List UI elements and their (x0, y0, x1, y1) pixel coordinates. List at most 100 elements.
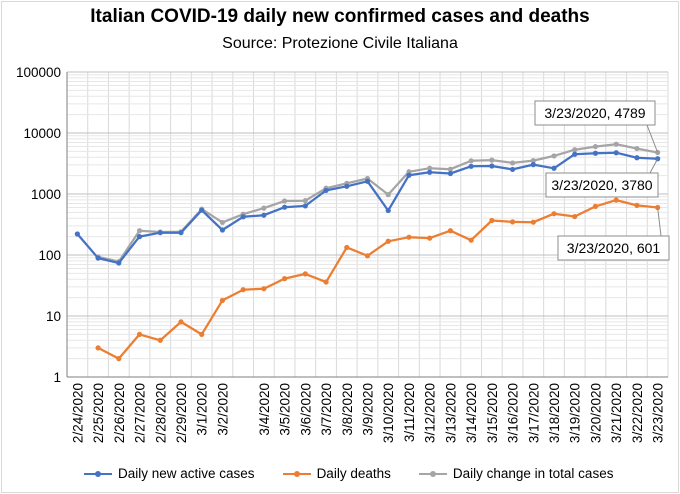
data-point-daily-deaths (116, 356, 122, 362)
x-tick-label: 3/16/2020 (506, 383, 521, 443)
x-tick-label: 3/21/2020 (609, 383, 624, 443)
legend-swatch (84, 469, 112, 479)
x-tick-label: 3/10/2020 (381, 383, 396, 443)
data-point-daily-new-active-cases (240, 214, 246, 220)
x-tick-label: 3/7/2020 (319, 383, 334, 436)
chart-subtitle: Source: Protezione Civile Italiana (222, 35, 458, 52)
data-point-daily-change-in-total-cases (592, 143, 599, 150)
chart-legend: Daily new active cases Daily deaths Daily … (84, 466, 613, 481)
data-point-daily-new-active-cases (489, 163, 495, 169)
callout-leader (657, 207, 662, 237)
data-point-daily-change-in-total-cases (530, 158, 536, 164)
legend-label: Daily change in total cases (452, 466, 614, 481)
legend-swatch (418, 469, 447, 479)
callout-label: 3/23/2020, 4789 (544, 105, 645, 121)
x-tick-label: 3/5/2020 (278, 383, 293, 436)
data-point-daily-change-in-total-cases (385, 192, 391, 198)
data-point-daily-new-active-cases (530, 162, 536, 168)
data-point-daily-deaths (572, 213, 578, 220)
data-point-daily-change-in-total-cases (261, 205, 267, 211)
x-tick-label: 2/26/2020 (112, 383, 127, 443)
x-tick-label: 3/12/2020 (423, 383, 438, 443)
data-point-daily-change-in-total-cases (447, 166, 453, 172)
x-tick-label: 3/23/2020 (651, 383, 666, 443)
legend-item-daily-change-in-total-cases: Daily change in total cases (418, 466, 614, 481)
x-tick-label: 3/22/2020 (630, 383, 645, 443)
x-tick-label: 3/2/2020 (215, 383, 230, 436)
data-point-daily-new-active-cases (74, 231, 80, 237)
data-point-daily-new-active-cases (199, 207, 205, 213)
y-tick-label: 1000 (31, 187, 61, 202)
y-tick-label: 100 (38, 248, 61, 263)
data-point-daily-new-active-cases (406, 172, 412, 178)
legend-label: Daily new active cases (118, 466, 255, 481)
x-tick-label: 3/17/2020 (526, 383, 541, 443)
data-point-daily-change-in-total-cases (509, 160, 516, 166)
data-point-daily-deaths (613, 197, 619, 203)
legend-item-daily-new-active-cases: Daily new active cases (84, 466, 255, 481)
data-point-daily-deaths (551, 211, 557, 217)
data-point-daily-new-active-cases (509, 166, 516, 173)
data-point-daily-deaths (199, 331, 205, 337)
data-point-daily-new-active-cases (468, 163, 474, 169)
data-point-daily-change-in-total-cases (613, 141, 619, 147)
x-tick-label: 2/24/2020 (70, 383, 85, 443)
x-tick-label: 3/1/2020 (195, 383, 210, 436)
data-point-daily-deaths (261, 286, 267, 292)
data-point-daily-deaths (509, 219, 516, 225)
data-point-daily-new-active-cases (572, 151, 578, 157)
x-tick-label: 2/29/2020 (174, 383, 189, 443)
data-point-daily-deaths (530, 219, 536, 225)
data-point-daily-deaths (302, 271, 308, 277)
x-tick-label: 2/28/2020 (153, 383, 168, 443)
callout-box (557, 235, 670, 261)
data-point-daily-deaths (655, 204, 661, 211)
data-point-daily-new-active-cases (157, 230, 163, 236)
data-point-daily-new-active-cases (95, 255, 101, 261)
data-point-daily-deaths (385, 238, 391, 244)
data-point-daily-new-active-cases (551, 165, 557, 171)
data-point-daily-new-active-cases (447, 170, 453, 177)
data-point-daily-new-active-cases (261, 212, 267, 218)
x-tick-label: 3/14/2020 (464, 383, 479, 443)
x-tick-label: 3/19/2020 (568, 383, 583, 443)
data-point-daily-change-in-total-cases (219, 219, 226, 226)
data-point-daily-new-active-cases (634, 155, 640, 161)
chart-title: Italian COVID-19 daily new confirmed cas… (90, 6, 590, 27)
data-point-daily-deaths (406, 234, 412, 240)
data-point-daily-new-active-cases (282, 204, 288, 210)
data-point-daily-deaths (323, 279, 329, 285)
x-tick-label: 3/4/2020 (257, 383, 272, 436)
data-point-daily-deaths (427, 235, 433, 241)
data-point-daily-new-active-cases (323, 187, 329, 194)
data-point-daily-change-in-total-cases (551, 153, 557, 159)
x-tick-label: 3/18/2020 (547, 383, 562, 443)
data-point-daily-new-active-cases (219, 227, 226, 233)
data-point-daily-new-active-cases (302, 203, 308, 209)
legend-item-daily-deaths: Daily deaths (282, 466, 391, 481)
x-tick-label: 3/11/2020 (402, 383, 417, 442)
x-tick-label: 3/20/2020 (588, 383, 603, 443)
data-point-daily-new-active-cases (655, 156, 661, 162)
data-point-daily-new-active-cases (136, 234, 143, 240)
x-tick-label: 3/6/2020 (298, 383, 313, 436)
series-line-daily-deaths (97, 198, 658, 360)
data-point-daily-deaths (157, 337, 163, 343)
callout-label: 3/23/2020, 601 (567, 240, 661, 256)
data-point-daily-new-active-cases (344, 183, 350, 189)
x-tick-label: 2/25/2020 (91, 383, 106, 443)
legend-swatch (282, 469, 311, 479)
legend-label: Daily deaths (316, 466, 391, 481)
data-point-daily-deaths (240, 287, 246, 293)
data-point-daily-new-active-cases (364, 178, 371, 184)
y-tick-label: 10000 (23, 126, 61, 141)
y-tick-label: 1 (53, 370, 61, 385)
data-point-daily-change-in-total-cases (468, 158, 474, 164)
y-tick-label: 100000 (16, 65, 61, 80)
x-tick-label: 2/27/2020 (133, 383, 148, 443)
data-point-daily-new-active-cases (613, 150, 619, 156)
data-point-daily-change-in-total-cases (282, 198, 288, 204)
x-tick-label: 3/8/2020 (340, 383, 355, 436)
data-point-daily-deaths (468, 237, 474, 243)
